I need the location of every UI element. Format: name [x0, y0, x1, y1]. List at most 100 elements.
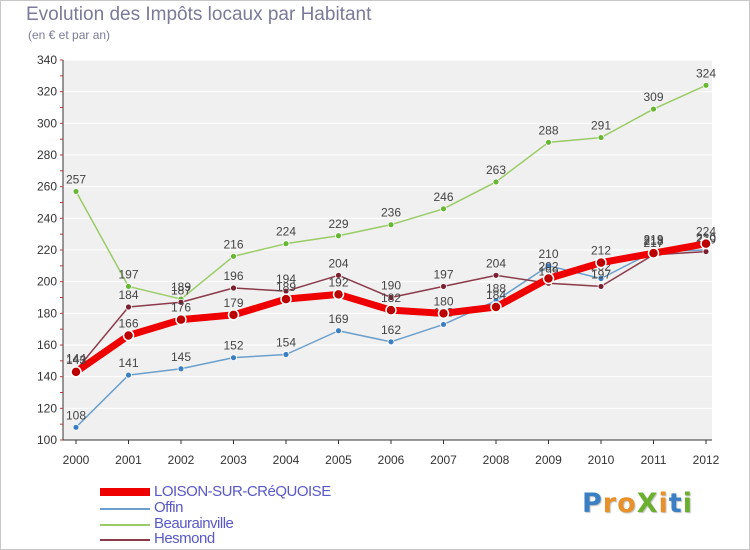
- data-point-loison-sur-cr-quoise: [332, 288, 345, 301]
- data-label-beaurainville: 291: [591, 119, 611, 133]
- y-tick-label: 180: [37, 306, 57, 320]
- data-label-beaurainville: 324: [696, 66, 716, 80]
- data-label-hesmond: 187: [171, 283, 191, 297]
- logo-letter: r: [602, 488, 618, 519]
- data-point-offin: [72, 423, 80, 431]
- y-tick-label: 220: [37, 243, 57, 257]
- data-point-hesmond: [230, 284, 237, 292]
- data-label-beaurainville: 189: [171, 280, 191, 294]
- data-point-offin: [125, 371, 132, 379]
- data-point-hesmond: [177, 298, 185, 306]
- y-tick-label: 160: [37, 338, 57, 352]
- logo-letter: i: [682, 488, 693, 519]
- data-point-loison-sur-cr-quoise: [70, 366, 82, 378]
- x-tick-label: 2001: [115, 453, 142, 467]
- y-tick-label: 300: [37, 116, 57, 130]
- x-tick-label: 2002: [168, 453, 195, 467]
- data-label-loison-sur-cr-quoise: 224: [696, 225, 716, 239]
- data-point-beaurainville: [335, 232, 342, 240]
- data-label-hesmond: 204: [328, 256, 348, 270]
- data-label-loison-sur-cr-quoise: 182: [381, 291, 401, 305]
- data-label-beaurainville: 224: [276, 225, 296, 239]
- data-point-beaurainville: [125, 283, 132, 290]
- data-label-hesmond: 197: [433, 267, 453, 281]
- data-point-hesmond: [702, 248, 710, 255]
- data-point-offin: [335, 327, 342, 335]
- line-chart: 100 120 140 160 180 200 220 240 260 280 300 320 340 2…: [37, 53, 720, 467]
- data-point-hesmond: [387, 294, 395, 301]
- data-point-beaurainville: [440, 205, 447, 213]
- data-label-hesmond: 184: [118, 288, 138, 302]
- data-label-beaurainville: 263: [486, 163, 506, 177]
- x-tick-label: 2008: [483, 453, 510, 467]
- data-label-offin: 188: [486, 282, 506, 296]
- y-tick-label: 120: [37, 401, 57, 415]
- data-point-loison-sur-cr-quoise: [175, 313, 187, 326]
- data-label-hesmond: 190: [381, 279, 401, 293]
- data-point-beaurainville: [387, 221, 395, 229]
- data-point-beaurainville: [597, 134, 605, 141]
- data-point-hesmond: [335, 271, 342, 279]
- data-point-loison-sur-cr-quoise: [385, 304, 397, 316]
- data-label-hesmond: 197: [591, 267, 611, 281]
- y-tick-label: 260: [37, 180, 57, 194]
- logo-letter: i: [658, 488, 669, 519]
- data-label-beaurainville: 236: [381, 206, 401, 220]
- x-tick-label: 2006: [378, 453, 405, 467]
- data-point-loison-sur-cr-quoise: [700, 237, 712, 250]
- x-tick-label: 2004: [273, 453, 300, 467]
- y-tick-label: 340: [37, 53, 57, 67]
- y-tick-label: 100: [37, 433, 57, 447]
- data-point-loison-sur-cr-quoise: [122, 329, 135, 342]
- data-point-beaurainville: [650, 105, 657, 113]
- data-label-offin: 145: [171, 350, 191, 364]
- data-point-offin: [230, 354, 237, 362]
- data-point-offin: [177, 365, 185, 373]
- proxiti-logo: ProXiti: [582, 488, 693, 519]
- data-point-loison-sur-cr-quoise: [595, 256, 607, 269]
- data-label-hesmond: 217: [643, 236, 663, 250]
- logo-letter: o: [617, 488, 637, 519]
- data-label-beaurainville: 246: [433, 190, 453, 204]
- data-label-loison-sur-cr-quoise: 166: [118, 317, 138, 331]
- data-label-hesmond: 194: [276, 272, 296, 286]
- x-tick-label: 2011: [641, 453, 667, 467]
- data-label-offin: 152: [223, 339, 243, 353]
- legend-label-offin: Offin: [154, 499, 183, 516]
- data-point-hesmond: [597, 283, 605, 290]
- data-label-offin: 162: [381, 323, 401, 337]
- data-point-beaurainville: [282, 240, 290, 248]
- data-label-loison-sur-cr-quoise: 176: [171, 301, 191, 315]
- data-label-hesmond: 196: [223, 269, 243, 283]
- y-tick-label: 320: [37, 85, 57, 99]
- y-tick-label: 140: [37, 370, 57, 384]
- data-point-hesmond: [440, 283, 447, 290]
- x-tick-label: 2010: [588, 453, 615, 467]
- data-label-hesmond: 144: [66, 351, 86, 365]
- data-label-offin: 108: [66, 408, 86, 422]
- x-tick-label: 2003: [220, 453, 247, 467]
- data-point-offin: [387, 338, 395, 346]
- data-point-offin: [597, 275, 605, 282]
- data-label-beaurainville: 229: [328, 217, 348, 231]
- data-point-offin: [440, 321, 447, 328]
- data-point-beaurainville: [492, 178, 500, 186]
- data-label-loison-sur-cr-quoise: 192: [328, 275, 348, 289]
- y-tick-label: 200: [37, 275, 57, 289]
- data-label-beaurainville: 257: [66, 172, 86, 186]
- legend-swatch-beaurainville: [100, 524, 150, 526]
- legend-swatch-offin: [100, 508, 150, 510]
- y-tick-label: 280: [37, 148, 57, 162]
- logo-letter: P: [582, 488, 603, 519]
- data-point-hesmond: [125, 303, 132, 311]
- data-label-loison-sur-cr-quoise: 143: [66, 353, 86, 367]
- data-label-loison-sur-cr-quoise: 189: [276, 280, 296, 294]
- data-label-loison-sur-cr-quoise: 212: [591, 244, 611, 258]
- data-label-beaurainville: 216: [223, 237, 243, 251]
- x-tick-label: 2005: [325, 453, 352, 467]
- data-label-offin: 219: [643, 233, 663, 247]
- legend-swatch-loison: [100, 488, 150, 496]
- data-label-beaurainville: 309: [643, 90, 663, 104]
- data-label-loison-sur-cr-quoise: 184: [486, 288, 506, 302]
- data-point-hesmond: [492, 271, 500, 279]
